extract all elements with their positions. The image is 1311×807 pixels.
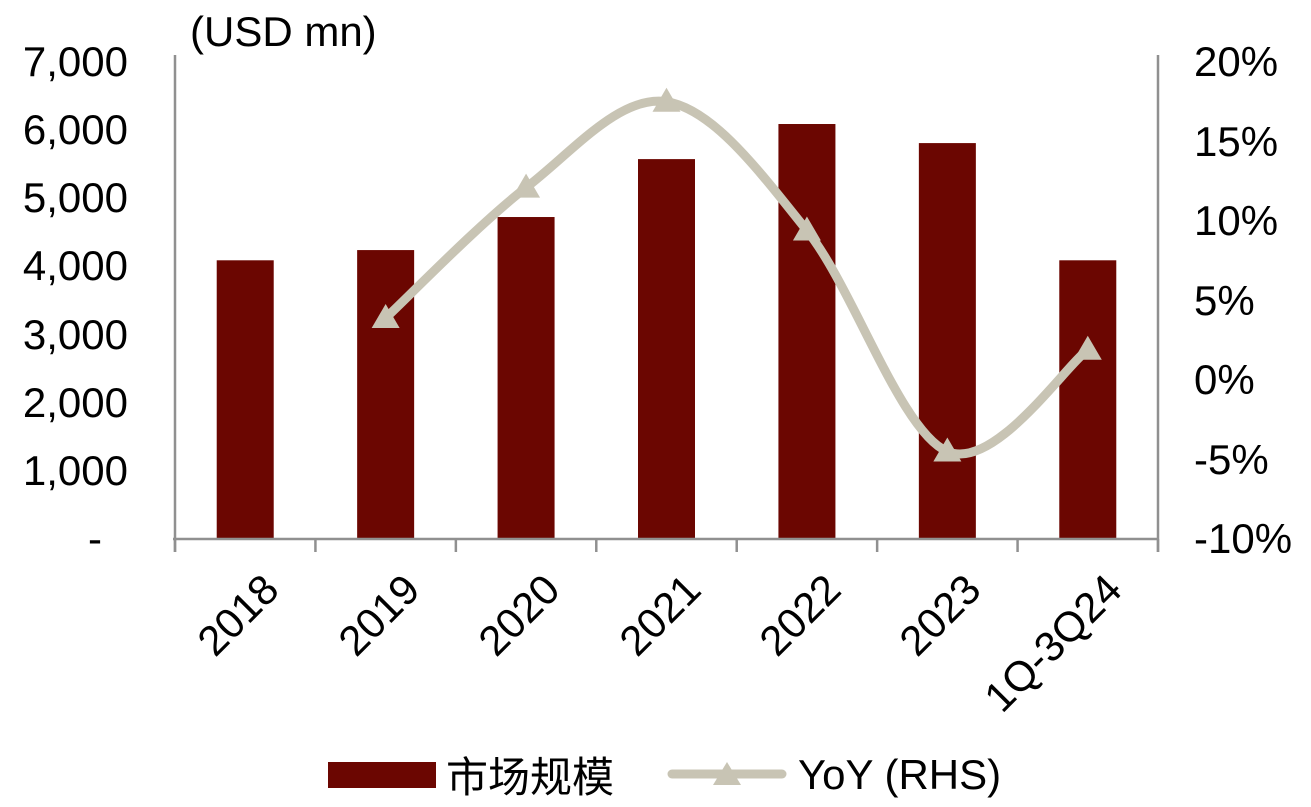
- left-axis-tick-label: 7,000: [22, 38, 128, 85]
- right-axis-tick-label: 10%: [1194, 197, 1279, 244]
- right-axis-tick-label: -5%: [1194, 435, 1269, 483]
- left-axis-tick-label: 2,000: [22, 378, 128, 426]
- line-marker-swatch-icon: [667, 761, 787, 785]
- bar-2020: [497, 217, 555, 539]
- yoy-marker-2019: [371, 303, 400, 328]
- axis-unit-label: (USD mn): [190, 8, 377, 55]
- yoy-marker-1Q-3Q24: [1073, 335, 1102, 360]
- left-axis-tick-label: -: [88, 515, 102, 562]
- yoy-marker-2023: [933, 437, 962, 462]
- right-axis-tick-label: 0%: [1194, 356, 1255, 403]
- left-axis-tick-label: 3,000: [22, 310, 128, 358]
- bar-swatch-icon: [328, 761, 436, 788]
- right-axis-tick-label: 20%: [1194, 38, 1279, 85]
- legend: 市场规模 YoY (RHS): [328, 744, 1001, 805]
- yoy-line: [381, 96, 1093, 459]
- yoy-marker-2020: [512, 173, 541, 198]
- left-axis-tick-label: 1,000: [22, 446, 128, 494]
- left-axis-tick-label: 5,000: [22, 174, 128, 222]
- yoy-marker-2021: [652, 87, 681, 112]
- legend-item-market-size: 市场规模: [328, 744, 614, 805]
- legend-item-yoy: YoY (RHS): [666, 751, 1001, 799]
- right-axis-tick-label: 5%: [1194, 276, 1255, 324]
- legend-label-market-size: 市场规模: [446, 754, 615, 801]
- bar-2022: [778, 124, 836, 539]
- legend-label-yoy: YoY (RHS): [798, 750, 1002, 798]
- left-axis-tick-label: 6,000: [22, 106, 128, 154]
- right-axis-tick-label: -10%: [1194, 515, 1293, 562]
- bar-2023: [918, 143, 976, 539]
- yoy-marker-2022: [792, 216, 821, 241]
- triangle-marker-icon: [713, 761, 742, 785]
- left-axis-tick-label: 4,000: [22, 242, 128, 290]
- right-axis-tick-label: 15%: [1194, 117, 1279, 165]
- bar-2018: [216, 260, 274, 539]
- bar-2021: [638, 159, 695, 539]
- bar-1Q-3Q24: [1059, 260, 1117, 539]
